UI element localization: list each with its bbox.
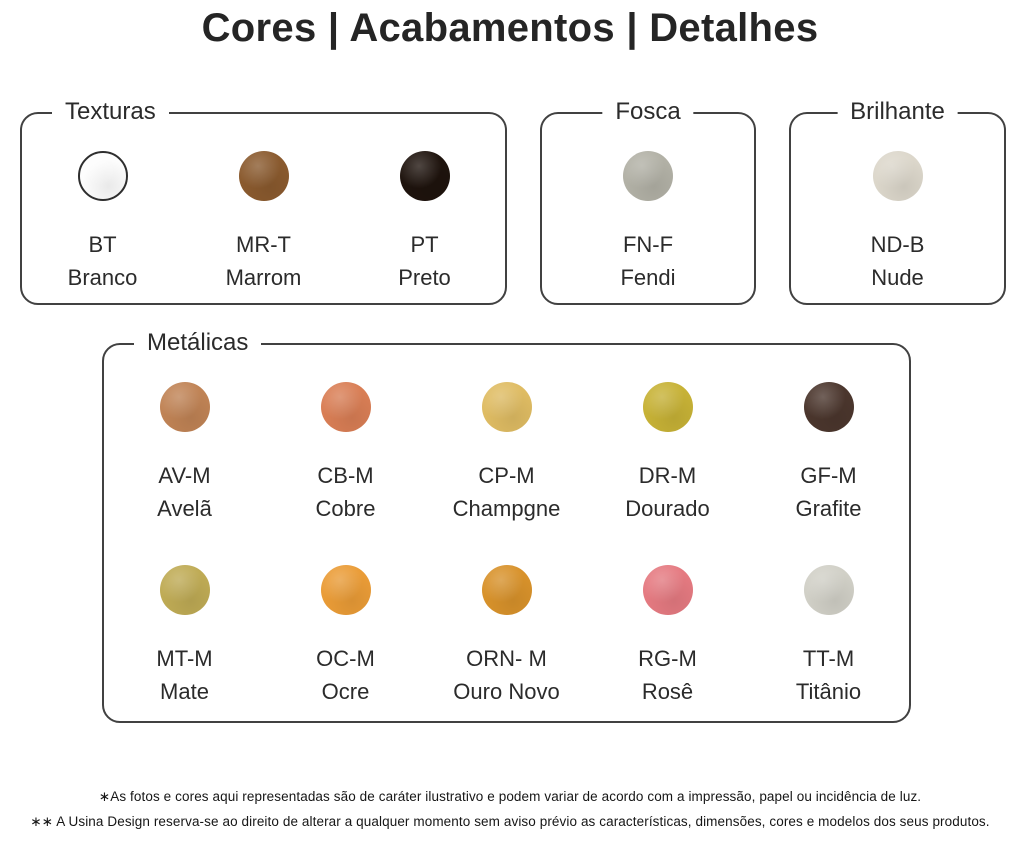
footnote-rights: ∗∗ A Usina Design reserva-se ao direito …	[30, 814, 990, 829]
section-brilhante: Brilhante ND-B Nude	[789, 97, 1006, 305]
color-swatch-champgne	[481, 382, 532, 432]
footnote-illustrative: ∗As fotos e cores aqui representadas são…	[98, 789, 922, 804]
color-swatch-titanio	[803, 565, 854, 615]
color-swatch-dourado	[642, 382, 693, 432]
swatch-row-texturas: BT Branco MR-T Marrom PT Preto	[22, 114, 505, 294]
swatch-code: OC-M	[316, 646, 375, 671]
swatch-mtm-mate: MT-M Mate	[104, 565, 265, 708]
swatch-name: Ouro Novo	[453, 679, 560, 704]
swatch-mrt-marrom: MR-T Marrom	[183, 151, 344, 294]
color-swatch-rose	[642, 565, 693, 615]
swatch-row-metalicas-2: MT-M Mate OC-M Ocre ORN- M Ouro Novo RG-…	[104, 525, 909, 708]
color-swatch-nude	[872, 151, 923, 201]
section-fosca-label: Fosca	[602, 97, 694, 127]
swatch-row-metalicas-1: AV-M Avelã CB-M Cobre CP-M Champgne DR-M…	[104, 345, 909, 525]
color-swatch-branco	[77, 151, 128, 201]
swatch-code: GF-M	[800, 463, 857, 488]
swatch-code: BT	[88, 232, 117, 257]
page-title: Cores | Acabamentos | Detalhes	[201, 6, 819, 50]
swatch-name: Avelã	[157, 496, 212, 521]
swatch-cpm-champgne: CP-M Champgne	[426, 382, 587, 525]
color-swatch-ouro-novo	[481, 565, 532, 615]
swatch-name: Branco	[67, 265, 138, 290]
section-metalicas-label: Metálicas	[134, 328, 262, 358]
swatch-ocm-ocre: OC-M Ocre	[265, 565, 426, 708]
color-swatch-marrom	[238, 151, 289, 201]
footnotes: ∗As fotos e cores aqui representadas são…	[0, 789, 1020, 839]
swatch-cbm-cobre: CB-M Cobre	[265, 382, 426, 525]
swatch-pt-preto: PT Preto	[344, 151, 505, 294]
color-swatch-ocre	[320, 565, 371, 615]
swatch-row-brilhante: ND-B Nude	[791, 114, 1004, 294]
swatch-bt-branco: BT Branco	[22, 151, 183, 294]
swatch-code: ND-B	[870, 232, 925, 257]
swatch-code: ORN- M	[466, 646, 547, 671]
swatch-row-fosca: FN-F Fendi	[542, 114, 754, 294]
swatch-drm-dourado: DR-M Dourado	[587, 382, 748, 525]
section-texturas-label: Texturas	[52, 97, 169, 127]
swatch-code: TT-M	[802, 646, 855, 671]
swatch-name: Preto	[398, 265, 451, 290]
color-swatch-preto	[399, 151, 450, 201]
swatch-ttm-titanio: TT-M Titânio	[748, 565, 909, 708]
swatch-code: PT	[410, 232, 439, 257]
swatch-name: Titânio	[795, 679, 862, 704]
color-swatch-mate	[159, 565, 210, 615]
swatch-name: Rosê	[641, 679, 694, 704]
swatch-name: Ocre	[321, 679, 370, 704]
section-fosca: Fosca FN-F Fendi	[540, 97, 756, 305]
swatch-code: CP-M	[478, 463, 535, 488]
swatch-code: MT-M	[156, 646, 213, 671]
swatch-name: Champgne	[452, 496, 561, 521]
section-texturas: Texturas BT Branco MR-T Marrom PT Preto	[20, 97, 507, 305]
swatch-code: FN-F	[622, 232, 674, 257]
swatch-fnf-fendi: FN-F Fendi	[542, 151, 754, 294]
section-metalicas: Metálicas AV-M Avelã CB-M Cobre CP-M Cha…	[102, 328, 911, 723]
swatch-name: Cobre	[315, 496, 376, 521]
swatch-code: DR-M	[638, 463, 697, 488]
swatch-code: RG-M	[638, 646, 697, 671]
swatch-code: MR-T	[236, 232, 291, 257]
swatch-name: Mate	[160, 679, 209, 704]
color-swatch-grafite	[803, 382, 854, 432]
swatch-rgm-rose: RG-M Rosê	[587, 565, 748, 708]
section-brilhante-label: Brilhante	[837, 97, 958, 127]
swatch-name: Dourado	[625, 496, 710, 521]
swatch-name: Fendi	[620, 265, 676, 290]
swatch-code: CB-M	[317, 463, 374, 488]
color-swatch-fendi	[623, 151, 673, 201]
swatch-avm-avela: AV-M Avelã	[104, 382, 265, 525]
swatch-name: Marrom	[225, 265, 302, 290]
color-swatch-avela	[159, 382, 210, 432]
swatch-name: Nude	[871, 265, 924, 290]
swatch-gfm-grafite: GF-M Grafite	[748, 382, 909, 525]
swatch-ndb-nude: ND-B Nude	[791, 151, 1004, 294]
color-swatch-cobre	[320, 382, 371, 432]
swatch-code: AV-M	[158, 463, 211, 488]
swatch-ornm-ouro-novo: ORN- M Ouro Novo	[426, 565, 587, 708]
swatch-name: Grafite	[795, 496, 862, 521]
